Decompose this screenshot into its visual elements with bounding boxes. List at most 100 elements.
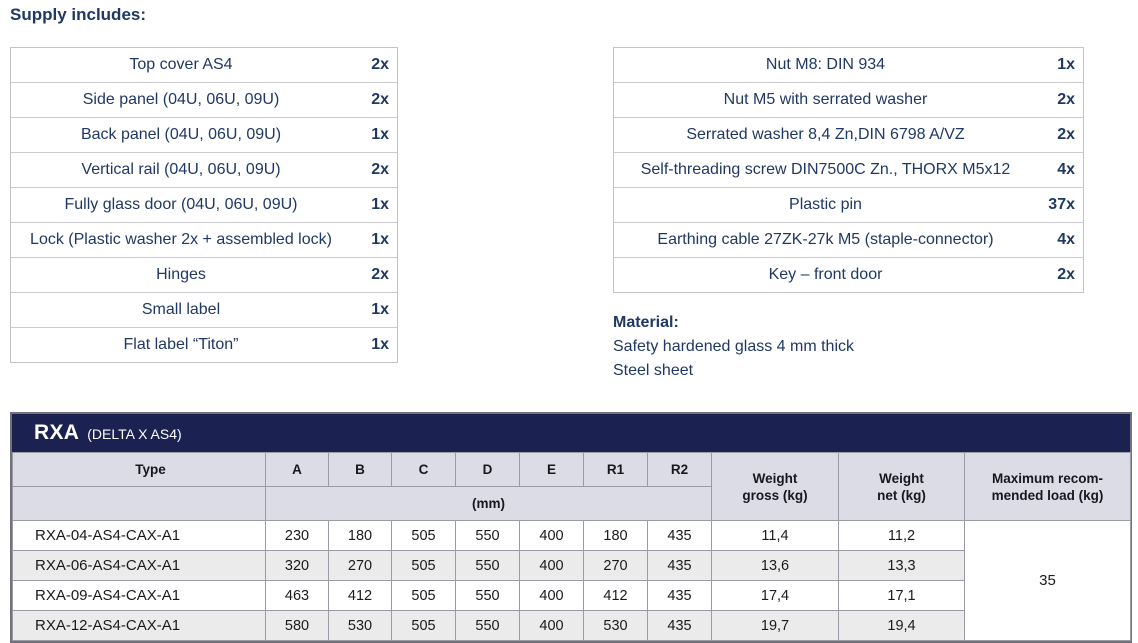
- supply-row: Key – front door 2x: [614, 257, 1083, 292]
- spec-header-r2: R2: [647, 452, 712, 487]
- supply-item-qty: 2x: [371, 161, 389, 178]
- supply-item-qty: 1x: [371, 231, 389, 248]
- spec-row: RXA-12-AS4-CAX-A1 580 530 505 550 400 53…: [12, 610, 1131, 641]
- supply-row: Side panel (04U, 06U, 09U) 2x: [11, 82, 397, 117]
- spec-cell-weight-gross: 11,4: [711, 520, 839, 551]
- supply-item-qty: 2x: [371, 91, 389, 108]
- spec-table-title-band: RXA (DELTA X AS4): [12, 414, 1130, 452]
- supply-row: Nut M8: DIN 934 1x: [614, 48, 1083, 82]
- spec-header-a: A: [265, 452, 329, 487]
- spec-cell-b: 180: [328, 520, 392, 551]
- spec-cell-d: 550: [455, 550, 520, 581]
- spec-cell-c: 505: [391, 520, 456, 551]
- supply-item-label: Serrated washer 8,4 Zn,DIN 6798 A/VZ: [686, 126, 965, 143]
- spec-cell-weight-gross: 19,7: [711, 610, 839, 641]
- supply-item-qty: 37x: [1048, 196, 1075, 213]
- spec-cell-b: 530: [328, 610, 392, 641]
- supply-row: Small label 1x: [11, 292, 397, 327]
- spec-cell-d: 550: [455, 580, 520, 611]
- spec-cell-weight-gross: 13,6: [711, 550, 839, 581]
- spec-header-max-load: Maximum recom- mended load (kg): [964, 452, 1131, 521]
- supply-row: Lock (Plastic washer 2x + assembled lock…: [11, 222, 397, 257]
- spec-header-weight-net: Weight net (kg): [838, 452, 965, 521]
- spec-cell-type: RXA-09-AS4-CAX-A1: [12, 580, 266, 611]
- supply-row: Flat label “Titon” 1x: [11, 327, 397, 362]
- spec-header-unit: (mm): [265, 486, 712, 521]
- spec-cell-b: 270: [328, 550, 392, 581]
- spec-header-type: Type: [12, 452, 266, 487]
- supply-item-label: Earthing cable 27ZK-27k M5 (staple-conne…: [657, 231, 994, 248]
- supply-item-label: Plastic pin: [789, 196, 862, 213]
- spec-cell-b: 412: [328, 580, 392, 611]
- spec-cell-weight-net: 17,1: [838, 580, 965, 611]
- supply-item-label: Hinges: [156, 266, 206, 283]
- spec-cell-c: 505: [391, 580, 456, 611]
- spec-cell-r1: 412: [583, 580, 648, 611]
- supply-row: Hinges 2x: [11, 257, 397, 292]
- spec-cell-a: 320: [265, 550, 329, 581]
- spec-cell-e: 400: [519, 550, 584, 581]
- supply-item-label: Small label: [141, 301, 221, 318]
- spec-row: RXA-09-AS4-CAX-A1 463 412 505 550 400 41…: [12, 580, 1131, 611]
- spec-cell-weight-net: 19,4: [838, 610, 965, 641]
- spec-cell-weight-gross: 17,4: [711, 580, 839, 611]
- spec-subtitle: (DELTA X AS4): [87, 426, 182, 442]
- spec-cell-weight-net: 13,3: [838, 550, 965, 581]
- spec-cell-max-load: 35: [964, 520, 1131, 641]
- supply-item-qty: 2x: [1057, 266, 1075, 283]
- spec-header-d: D: [455, 452, 520, 487]
- supply-item-qty: 1x: [371, 301, 389, 318]
- supply-item-qty: 2x: [1057, 91, 1075, 108]
- supply-item-qty: 1x: [371, 196, 389, 213]
- supply-row: Nut M5 with serrated washer 2x: [614, 82, 1083, 117]
- supply-item-label: Lock (Plastic washer 2x + assembled lock…: [30, 231, 332, 248]
- supply-item-label: Side panel (04U, 06U, 09U): [82, 91, 280, 108]
- supply-item-qty: 2x: [371, 266, 389, 283]
- supply-item-label: Nut M5 with serrated washer: [723, 91, 928, 108]
- spec-header-c: C: [391, 452, 456, 487]
- supply-row: Serrated washer 8,4 Zn,DIN 6798 A/VZ 2x: [614, 117, 1083, 152]
- spec-title: RXA: [34, 421, 80, 444]
- supply-item-label: Fully glass door (04U, 06U, 09U): [64, 196, 298, 213]
- page-title: Supply includes:: [10, 5, 147, 24]
- spec-cell-type: RXA-06-AS4-CAX-A1: [12, 550, 266, 581]
- supply-item-qty: 1x: [1057, 56, 1075, 73]
- spec-header-e: E: [519, 452, 584, 487]
- spec-cell-d: 550: [455, 520, 520, 551]
- spec-cell-weight-net: 11,2: [838, 520, 965, 551]
- spec-header-empty: [12, 486, 266, 521]
- supply-item-qty: 2x: [371, 56, 389, 73]
- spec-row: RXA-06-AS4-CAX-A1 320 270 505 550 400 27…: [12, 550, 1131, 581]
- spec-cell-a: 580: [265, 610, 329, 641]
- supply-row: Plastic pin 37x: [614, 187, 1083, 222]
- spec-cell-d: 550: [455, 610, 520, 641]
- supply-item-label: Top cover AS4: [129, 56, 233, 73]
- supply-row: Top cover AS4 2x: [11, 48, 397, 82]
- supply-table-right: Nut M8: DIN 934 1x Nut M5 with serrated w…: [613, 47, 1084, 293]
- supply-item-label: Nut M8: DIN 934: [765, 56, 886, 73]
- supply-item-label: Back panel (04U, 06U, 09U): [80, 126, 282, 143]
- spec-header-weight-gross: Weight gross (kg): [711, 452, 839, 521]
- spec-cell-c: 505: [391, 550, 456, 581]
- supply-row: Fully glass door (04U, 06U, 09U) 1x: [11, 187, 397, 222]
- spec-cell-type: RXA-12-AS4-CAX-A1: [12, 610, 266, 641]
- spec-cell-r1: 180: [583, 520, 648, 551]
- supply-item-label: Flat label “Titon”: [123, 336, 239, 353]
- spec-row: RXA-04-AS4-CAX-A1 230 180 505 550 400 18…: [12, 520, 1131, 641]
- material-line: Safety hardened glass 4 mm thick: [613, 338, 855, 355]
- supply-table-left: Top cover AS4 2x Side panel (04U, 06U, 09…: [10, 47, 398, 363]
- spec-cell-r2: 435: [647, 610, 712, 641]
- material-heading: Material:: [613, 314, 679, 331]
- spec-header-b: B: [328, 452, 392, 487]
- spec-cell-e: 400: [519, 520, 584, 551]
- supply-item-qty: 1x: [371, 336, 389, 353]
- supply-item-label: Vertical rail (04U, 06U, 09U): [81, 161, 281, 178]
- spec-cell-r2: 435: [647, 580, 712, 611]
- spec-cell-r1: 270: [583, 550, 648, 581]
- spec-cell-e: 400: [519, 580, 584, 611]
- spec-cell-r2: 435: [647, 520, 712, 551]
- spec-cell-r1: 530: [583, 610, 648, 641]
- spec-table: RXA (DELTA X AS4) Type A B C D E R1 R2 W…: [10, 412, 1132, 643]
- supply-row: Vertical rail (04U, 06U, 09U) 2x: [11, 152, 397, 187]
- spec-cell-c: 505: [391, 610, 456, 641]
